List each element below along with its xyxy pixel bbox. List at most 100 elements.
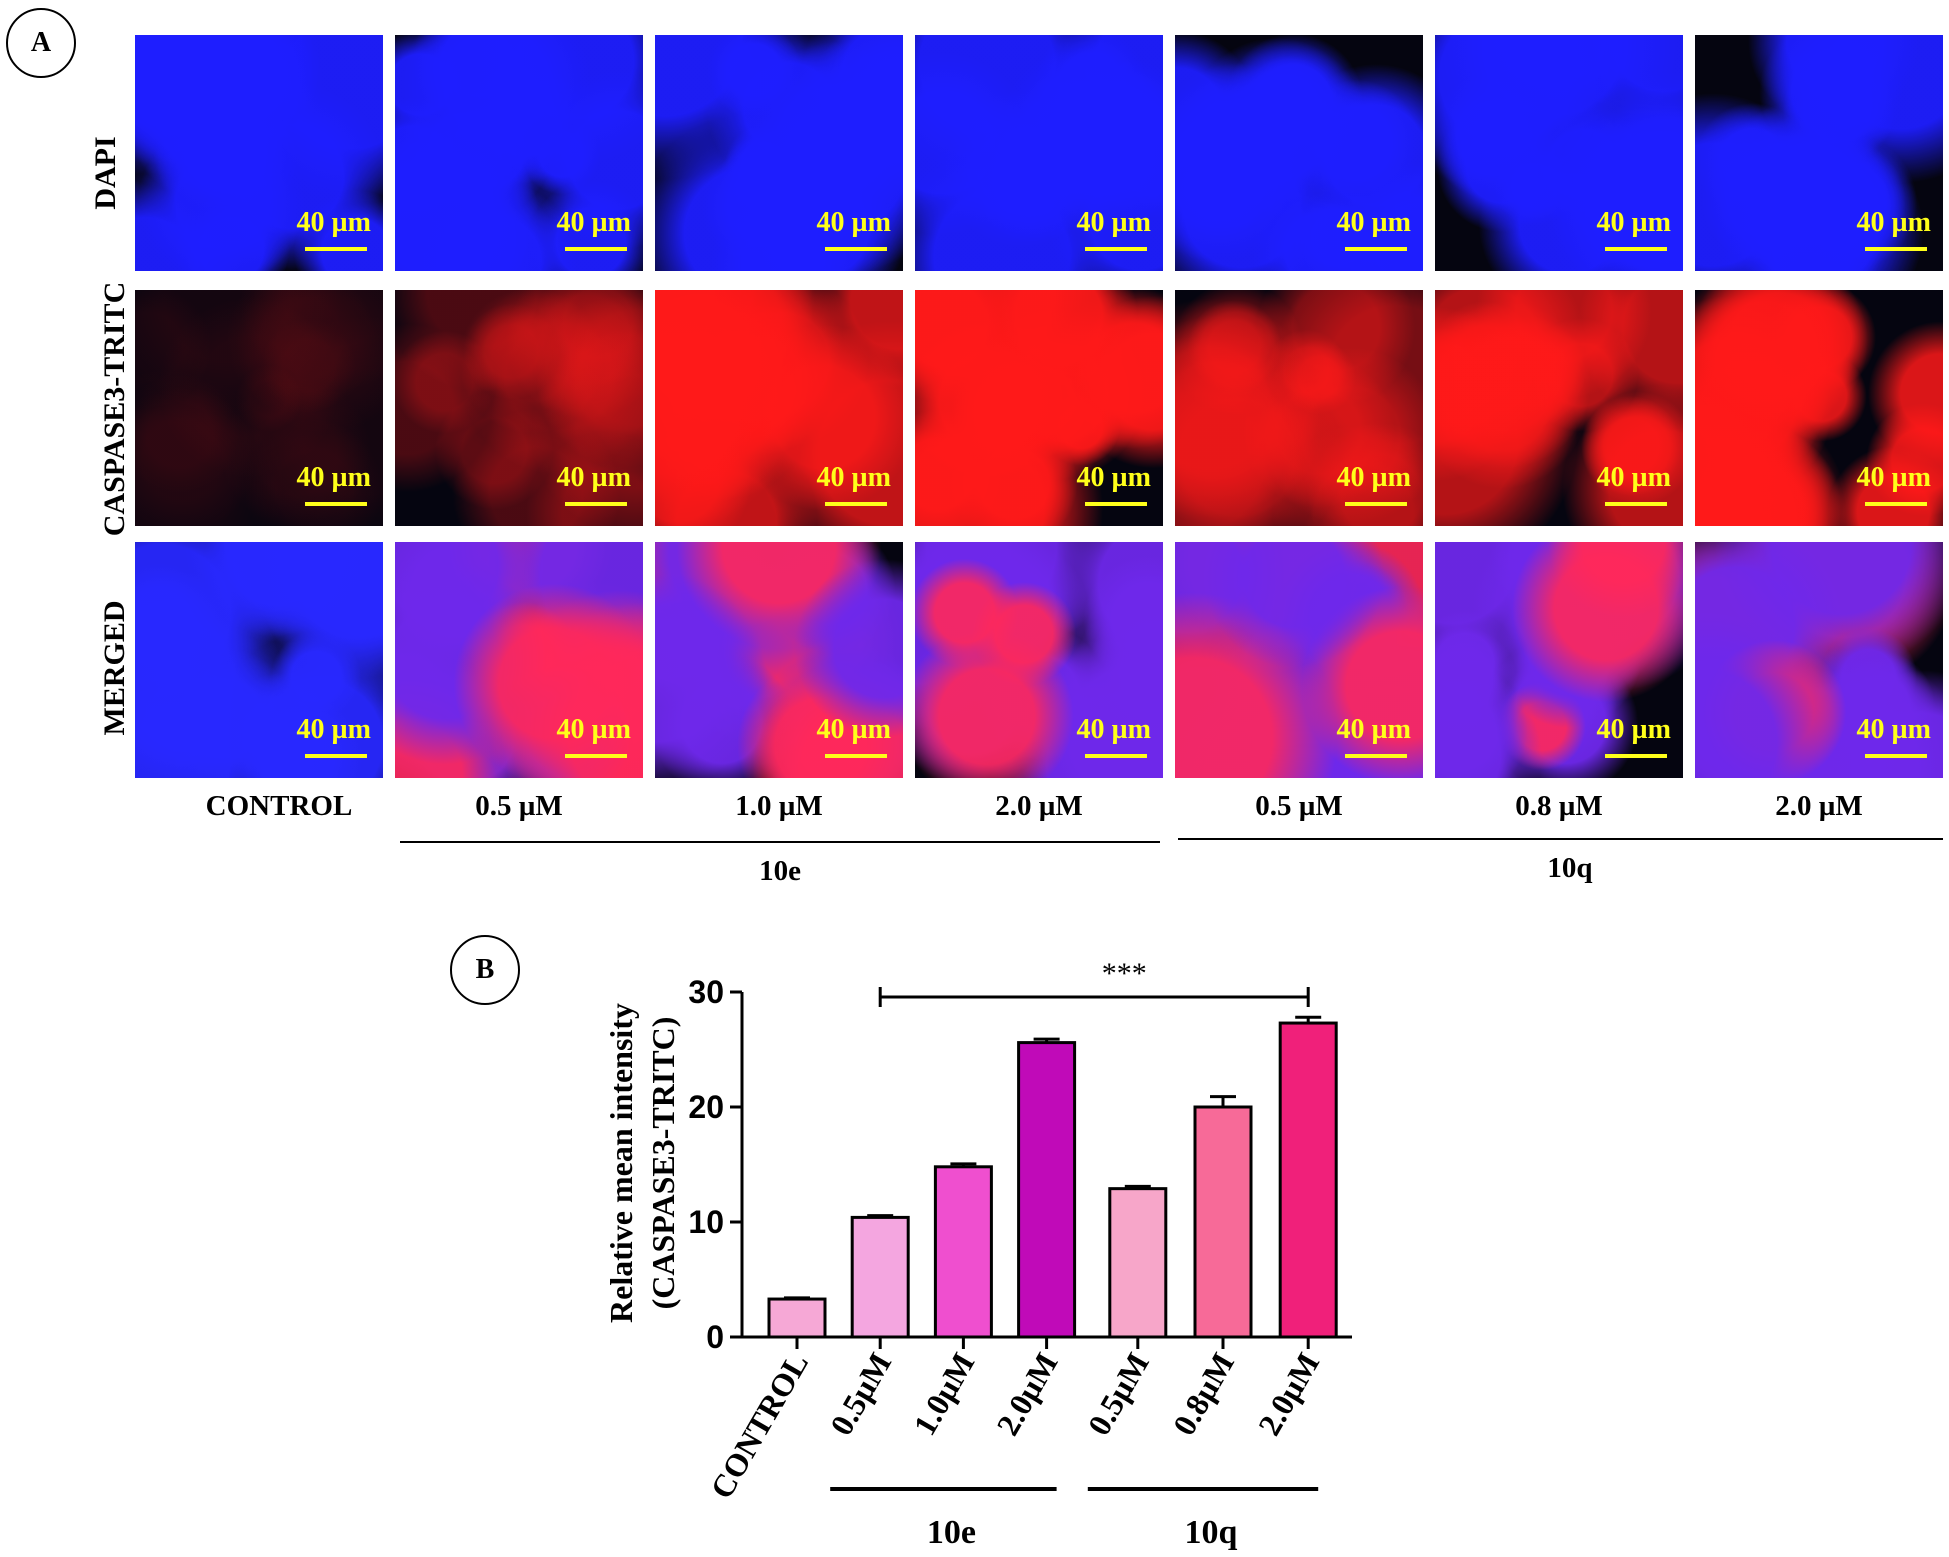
scale-bar <box>1865 754 1927 758</box>
bar-2 <box>850 1215 910 1339</box>
scale-bar <box>825 754 887 758</box>
x-tick-label-2: 0.5µM <box>823 1347 898 1442</box>
bar-6 <box>1193 1105 1253 1339</box>
image-dapi-col-5: 40 µm <box>1175 35 1423 271</box>
scale-bar-label: 40 µm <box>1076 207 1151 238</box>
scale-bar <box>1865 247 1927 251</box>
image-dapi-col-7: 40 µm <box>1695 35 1943 271</box>
x-tick-label-1: CONTROL <box>703 1347 815 1505</box>
scale-bar-label: 40 µm <box>296 714 371 745</box>
scale-bar-label: 40 µm <box>1336 207 1411 238</box>
scale-bar <box>1085 754 1147 758</box>
bar-3 <box>933 1165 993 1339</box>
image-tritc-col-5: 40 µm <box>1175 290 1423 526</box>
y-tick-label: 10 <box>688 1204 724 1240</box>
dose-label-col-1: CONTROL <box>205 790 353 822</box>
y-tick-label: 20 <box>688 1089 724 1125</box>
scale-bar-label: 40 µm <box>296 207 371 238</box>
group-label-10e: 10e <box>759 855 801 887</box>
x-tick-label-4: 2.0µM <box>989 1347 1064 1442</box>
scale-bar-label: 40 µm <box>1076 714 1151 745</box>
scale-bar <box>1605 754 1667 758</box>
dose-label-col-7: 2.0 µM <box>1775 790 1863 822</box>
bar-4 <box>1017 1041 1077 1339</box>
image-tritc-col-1: 40 µm <box>135 290 383 526</box>
dose-label-col-2: 0.5 µM <box>475 790 563 822</box>
scale-bar <box>1085 247 1147 251</box>
scale-bar-label: 40 µm <box>816 207 891 238</box>
chart-group-label-10e: 10e <box>927 1514 976 1551</box>
scale-bar <box>1085 502 1147 506</box>
bar-7 <box>1278 1021 1338 1339</box>
image-dapi-col-3: 40 µm <box>655 35 903 271</box>
dose-label-col-6: 0.8 µM <box>1515 790 1603 822</box>
image-tritc-col-7: 40 µm <box>1695 290 1943 526</box>
scale-bar <box>1345 247 1407 251</box>
scale-bar-label: 40 µm <box>1336 714 1411 745</box>
bar-1 <box>767 1297 827 1339</box>
image-tritc-col-6: 40 µm <box>1435 290 1683 526</box>
scale-bar-label: 40 µm <box>1336 462 1411 493</box>
scale-bar-label: 40 µm <box>296 462 371 493</box>
scale-bar-label: 40 µm <box>1076 462 1151 493</box>
x-tick-label-7: 2.0µM <box>1251 1347 1326 1442</box>
y-tick-label: 30 <box>688 974 724 1010</box>
scale-bar-label: 40 µm <box>556 207 631 238</box>
scale-bar <box>1865 502 1927 506</box>
x-tick-label-5: 0.5µM <box>1080 1347 1155 1442</box>
scale-bar <box>305 502 367 506</box>
panel-a-label: A <box>6 8 76 78</box>
image-dapi-col-2: 40 µm <box>395 35 643 271</box>
scale-bar <box>305 754 367 758</box>
scale-bar-label: 40 µm <box>1596 207 1671 238</box>
image-tritc-col-4: 40 µm <box>915 290 1163 526</box>
image-merged-col-3: 40 µm <box>655 542 903 778</box>
image-merged-col-6: 40 µm <box>1435 542 1683 778</box>
image-merged-col-2: 40 µm <box>395 542 643 778</box>
image-tritc-col-3: 40 µm <box>655 290 903 526</box>
significance-label: *** <box>1102 957 1147 990</box>
scale-bar-label: 40 µm <box>1856 462 1931 493</box>
dose-label-col-5: 0.5 µM <box>1255 790 1343 822</box>
scale-bar <box>825 247 887 251</box>
image-tritc-col-2: 40 µm <box>395 290 643 526</box>
panel-b-label: B <box>450 935 520 1005</box>
image-merged-col-7: 40 µm <box>1695 542 1943 778</box>
image-merged-col-1: 40 µm <box>135 542 383 778</box>
group-label-10q: 10q <box>1547 852 1593 884</box>
image-merged-col-5: 40 µm <box>1175 542 1423 778</box>
chart-group-label-10q: 10q <box>1185 1514 1238 1551</box>
x-tick-label-3: 1.0µM <box>906 1347 981 1442</box>
dose-label-col-4: 2.0 µM <box>995 790 1083 822</box>
scale-bar-label: 40 µm <box>1596 714 1671 745</box>
scale-bar <box>825 502 887 506</box>
image-dapi-col-1: 40 µm <box>135 35 383 271</box>
scale-bar <box>1345 754 1407 758</box>
scale-bar-label: 40 µm <box>816 714 891 745</box>
scale-bar-label: 40 µm <box>1596 462 1671 493</box>
dose-label-col-3: 1.0 µM <box>735 790 823 822</box>
x-tick-label-6: 0.8µM <box>1166 1347 1241 1442</box>
y-axis-label-line2: (CASPASE3-TRITC) <box>645 1017 681 1310</box>
image-merged-col-4: 40 µm <box>915 542 1163 778</box>
scale-bar <box>1345 502 1407 506</box>
scale-bar <box>565 754 627 758</box>
group-line-10q <box>1178 838 1943 840</box>
image-dapi-col-4: 40 µm <box>915 35 1163 271</box>
scale-bar <box>565 502 627 506</box>
scale-bar <box>1605 247 1667 251</box>
group-line-10e <box>400 841 1160 843</box>
scale-bar-label: 40 µm <box>1856 714 1931 745</box>
scale-bar <box>565 247 627 251</box>
image-dapi-col-6: 40 µm <box>1435 35 1683 271</box>
scale-bar-label: 40 µm <box>556 714 631 745</box>
y-axis-label-line1: Relative mean intensity <box>603 1003 639 1323</box>
scale-bar-label: 40 µm <box>816 462 891 493</box>
scale-bar <box>305 247 367 251</box>
y-tick-label: 0 <box>706 1319 724 1355</box>
scale-bar-label: 40 µm <box>1856 207 1931 238</box>
bar-5 <box>1108 1187 1168 1339</box>
scale-bar <box>1605 502 1667 506</box>
scale-bar-label: 40 µm <box>556 462 631 493</box>
